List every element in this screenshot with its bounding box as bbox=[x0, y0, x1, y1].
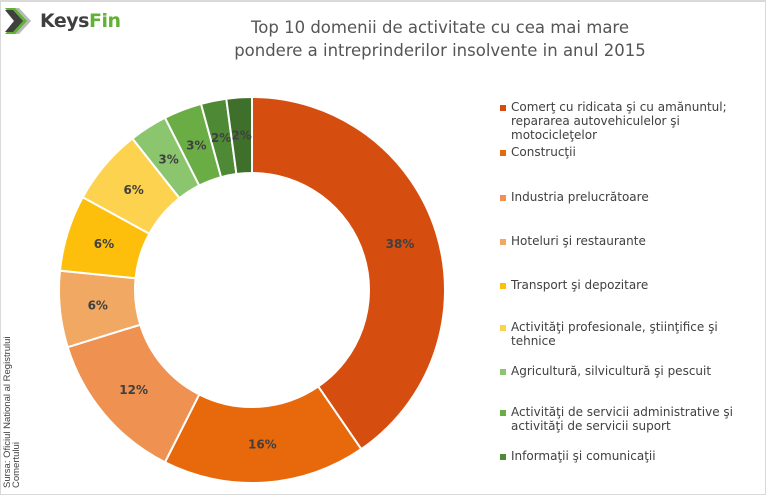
legend-swatch bbox=[500, 325, 506, 331]
logo-fin: Fin bbox=[88, 10, 121, 32]
legend-item: Informaţii şi comunicaţii bbox=[500, 449, 761, 463]
chart-title-line-2: pondere a intreprinderilor insolvente in… bbox=[234, 41, 646, 60]
data-label: 3% bbox=[186, 138, 206, 152]
legend-item: Activităţi de servicii administrative şi… bbox=[500, 405, 761, 433]
donut-slice bbox=[251, 95, 446, 451]
data-label: 6% bbox=[88, 299, 108, 313]
data-label: 6% bbox=[123, 183, 143, 197]
legend-item: Comerţ cu ridicata şi cu amănuntul; repa… bbox=[500, 100, 761, 142]
logo-chevron-icon bbox=[5, 8, 31, 34]
legend-label: Hoteluri şi restaurante bbox=[511, 234, 646, 248]
legend-item: Hoteluri şi restaurante bbox=[500, 234, 761, 248]
data-label: 3% bbox=[158, 152, 178, 166]
chart-title-line-1: Top 10 domenii de activitate cu cea mai … bbox=[250, 18, 630, 37]
legend-label: Activităţi profesionale, ştiinţifice şi … bbox=[511, 320, 718, 348]
legend-swatch bbox=[500, 195, 506, 201]
legend-swatch bbox=[500, 410, 506, 416]
legend-label: Agricultură, silvicultură şi pescuit bbox=[511, 364, 712, 378]
data-label: 16% bbox=[248, 438, 277, 452]
keysfin-logo: KeysFin bbox=[5, 5, 121, 37]
legend-swatch bbox=[500, 150, 506, 156]
legend-item: Industria prelucrătoare bbox=[500, 190, 761, 204]
data-label: 12% bbox=[119, 383, 148, 397]
legend-label: Transport şi depozitare bbox=[511, 278, 649, 292]
legend-swatch bbox=[500, 369, 506, 375]
data-label: 38% bbox=[386, 237, 415, 251]
legend-item: Transport şi depozitare bbox=[500, 278, 761, 292]
legend-label: Informaţii şi comunicaţii bbox=[511, 449, 656, 463]
legend-swatch bbox=[500, 454, 506, 460]
logo-text: KeysFin bbox=[40, 10, 121, 32]
legend-item: Activităţi profesionale, ştiinţifice şi … bbox=[500, 320, 761, 348]
donut-slice bbox=[225, 95, 253, 176]
legend-item: Agricultură, silvicultură şi pescuit bbox=[500, 364, 761, 378]
legend-item: Construcţii bbox=[500, 145, 761, 159]
legend-label: Comerţ cu ridicata şi cu amănuntul; repa… bbox=[511, 100, 727, 142]
legend-label: Industria prelucrătoare bbox=[511, 190, 649, 204]
legend-label: Activităţi de servicii administrative şi… bbox=[511, 405, 733, 433]
data-label: 2% bbox=[231, 128, 251, 142]
data-label: 2% bbox=[211, 131, 231, 145]
legend-swatch bbox=[500, 283, 506, 289]
logo-keys: Keys bbox=[40, 10, 89, 32]
legend-label: Construcţii bbox=[511, 145, 576, 159]
chart-title: Top 10 domenii de activitate cu cea mai … bbox=[210, 16, 670, 62]
data-label: 6% bbox=[94, 237, 114, 251]
legend-swatch bbox=[500, 105, 506, 111]
legend-swatch bbox=[500, 239, 506, 245]
